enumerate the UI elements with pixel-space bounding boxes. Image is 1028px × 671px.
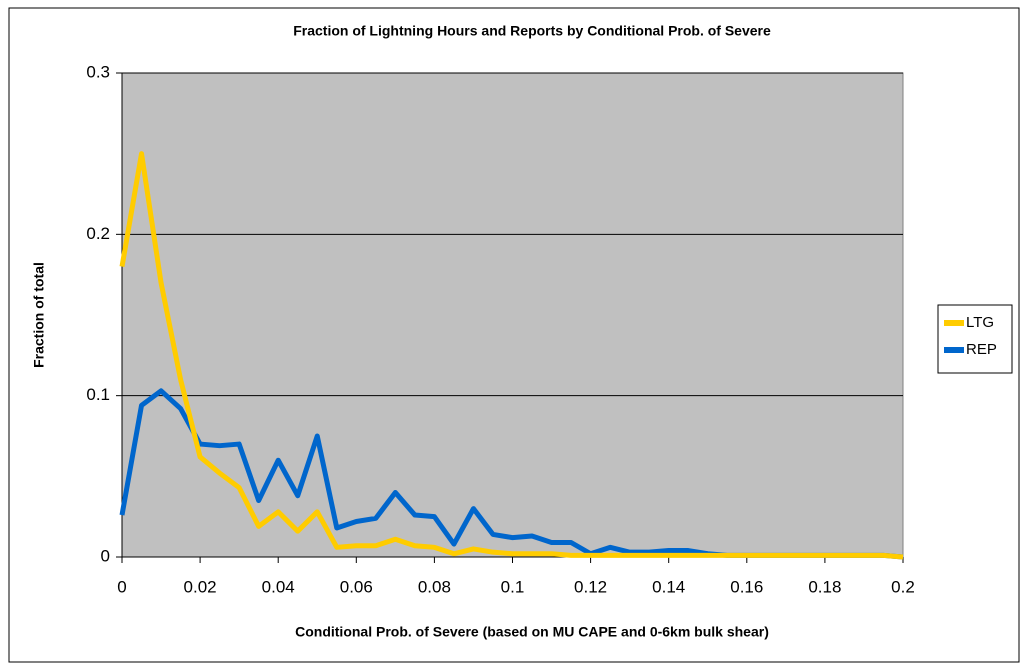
y-tick-label: 0.2 xyxy=(86,224,110,243)
x-tick-label: 0.18 xyxy=(808,577,841,596)
x-tick-label: 0.14 xyxy=(652,577,685,596)
x-tick-label: 0.06 xyxy=(340,577,373,596)
x-axis-label: Conditional Prob. of Severe (based on MU… xyxy=(295,624,769,640)
x-tick-label: 0.04 xyxy=(262,577,295,596)
chart-title: Fraction of Lightning Hours and Reports … xyxy=(293,23,771,39)
x-tick-label: 0 xyxy=(117,577,126,596)
x-tick-label: 0.02 xyxy=(184,577,217,596)
y-tick-label: 0.3 xyxy=(86,62,110,81)
legend-label: REP xyxy=(966,341,997,358)
x-tick-label: 0.2 xyxy=(891,577,915,596)
x-tick-label: 0.12 xyxy=(574,577,607,596)
x-tick-label: 0.1 xyxy=(501,577,525,596)
y-tick-label: 0.1 xyxy=(86,385,110,404)
series-line xyxy=(119,151,904,560)
x-tick-label: 0.08 xyxy=(418,577,451,596)
x-tick-label: 0.16 xyxy=(730,577,763,596)
legend-box xyxy=(937,304,1013,374)
legend-label: LTG xyxy=(966,314,994,331)
y-axis-label: Fraction of total xyxy=(31,262,47,368)
y-tick-label: 0 xyxy=(101,546,110,565)
plot-area xyxy=(121,72,904,558)
